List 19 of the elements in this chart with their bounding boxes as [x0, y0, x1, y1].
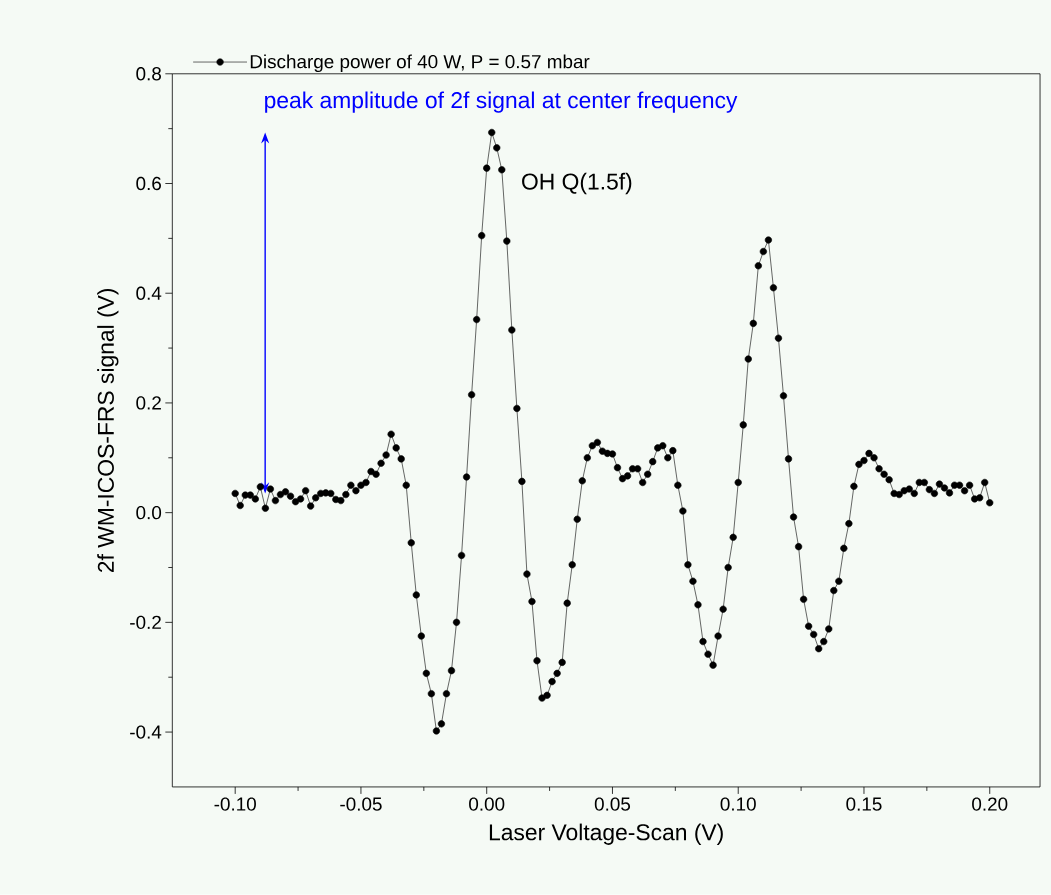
y-axis-title: 2f WM-ICOS-FRS signal (V) [97, 289, 119, 573]
legend-label: Discharge power of 40 W, P = 0.57 mbar [250, 54, 590, 73]
y-tick-label: 0.2 [136, 396, 161, 410]
y-tick-label: 0.6 [136, 176, 161, 191]
x-axis-title: Laser Voltage-Scan (V) [489, 823, 723, 846]
x-tick-label: 0.10 [720, 797, 756, 811]
y-tick-label: 0.0 [136, 506, 162, 520]
y-tick-label: 0.4 [136, 286, 162, 301]
x-tick-label: 0.15 [846, 797, 882, 811]
annotation: OH Q(1.5f) [522, 173, 632, 195]
x-tick-label: 0.20 [972, 797, 1008, 811]
x-tick-label: 0.00 [469, 797, 505, 811]
x-tick-label: 0.05 [594, 797, 631, 811]
annotation: peak amplitude of 2f signal at center frequency [265, 91, 738, 113]
y-tick-label: -0.2 [130, 615, 161, 630]
x-tick-label: -0.05 [340, 797, 382, 811]
x-tick-label: -0.10 [214, 797, 256, 811]
y-tick-label: -0.4 [130, 725, 162, 739]
y-tick-label: 0.8 [136, 67, 161, 81]
